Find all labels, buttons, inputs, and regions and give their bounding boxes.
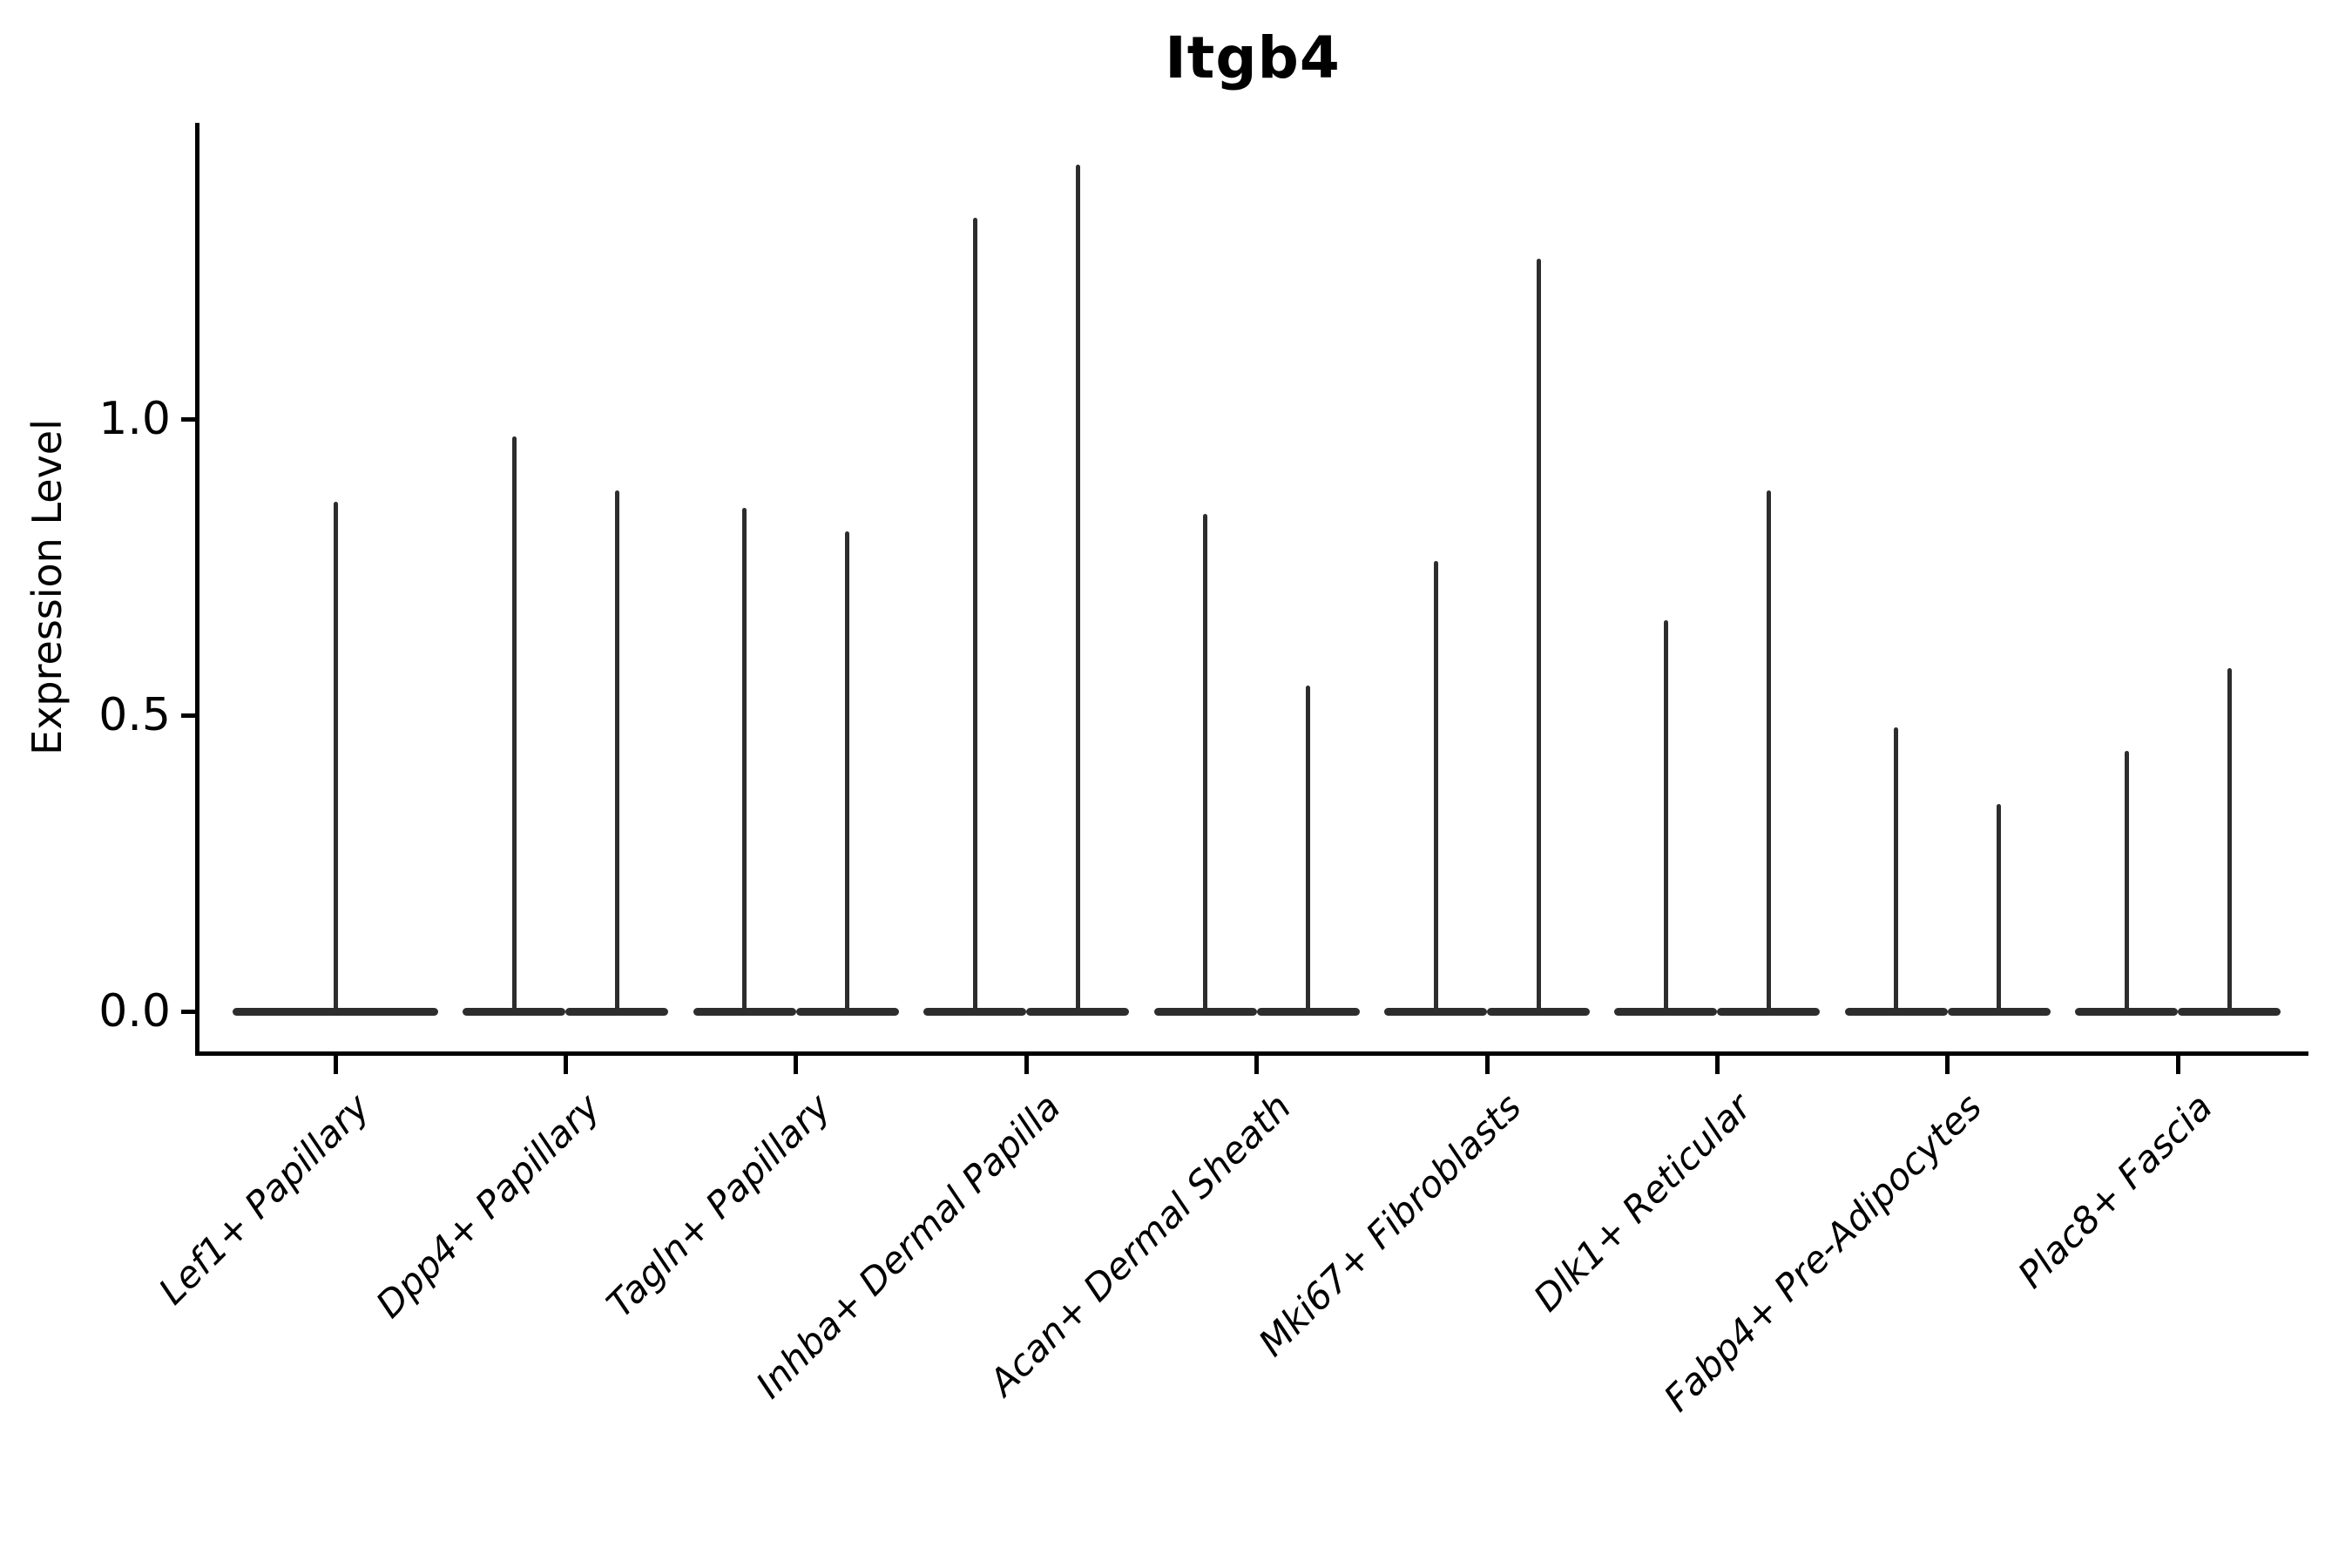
violin-body-5-1 bbox=[1487, 1007, 1590, 1016]
violin-spike-6-1 bbox=[1766, 490, 1771, 1011]
violin-body-7-1 bbox=[1947, 1007, 2051, 1016]
x-tick-7 bbox=[1945, 1055, 1950, 1074]
x-tick-label-8: Plac8+ Fascia bbox=[2009, 1085, 2220, 1297]
violin-spike-3-0 bbox=[972, 217, 977, 1011]
violin-body-1-0 bbox=[463, 1007, 566, 1016]
violin-body-5-0 bbox=[1384, 1007, 1487, 1016]
x-tick-label-6: Dlk1+ Reticular bbox=[1525, 1085, 1761, 1320]
y-tick-label-0.5: 0.5 bbox=[98, 689, 171, 741]
x-tick-label-0: Lef1+ Papillary bbox=[150, 1085, 378, 1313]
violin-spike-1-0 bbox=[511, 436, 517, 1011]
x-tick-label-2: Tagln+ Papillary bbox=[598, 1085, 839, 1326]
x-tick-2 bbox=[794, 1055, 799, 1074]
violin-spike-8-0 bbox=[2124, 750, 2129, 1011]
y-tick-1.0 bbox=[180, 416, 195, 422]
y-axis-spine bbox=[194, 123, 199, 1056]
x-tick-8 bbox=[2175, 1055, 2180, 1074]
x-axis-spine bbox=[194, 1051, 2308, 1056]
violin-spike-7-1 bbox=[1997, 804, 2002, 1011]
x-tick-4 bbox=[1254, 1055, 1260, 1074]
x-tick-0 bbox=[333, 1055, 338, 1074]
violin-body-3-0 bbox=[923, 1007, 1027, 1016]
x-tick-label-5: Mki67+ Fibroblasts bbox=[1250, 1085, 1530, 1365]
violin-body-2-1 bbox=[795, 1007, 899, 1016]
x-tick-label-1: Dpp4+ Papillary bbox=[367, 1085, 609, 1327]
violin-body-0-0 bbox=[233, 1007, 438, 1016]
violin-body-4-0 bbox=[1153, 1007, 1257, 1016]
violin-body-1-1 bbox=[565, 1007, 669, 1016]
violin-body-4-1 bbox=[1256, 1007, 1360, 1016]
chart-title: Itgb4 bbox=[1165, 24, 1341, 91]
x-tick-3 bbox=[1024, 1055, 1029, 1074]
x-tick-5 bbox=[1484, 1055, 1490, 1074]
violin-spike-8-1 bbox=[2227, 667, 2232, 1011]
violin-body-6-0 bbox=[1614, 1007, 1718, 1016]
x-tick-1 bbox=[563, 1055, 568, 1074]
violin-spike-5-1 bbox=[1536, 259, 1541, 1011]
violin-body-6-1 bbox=[1717, 1007, 1821, 1016]
violin-spike-2-1 bbox=[845, 531, 850, 1011]
violin-spike-6-0 bbox=[1663, 620, 1668, 1011]
y-tick-label-1.0: 1.0 bbox=[98, 393, 171, 445]
violin-body-8-0 bbox=[2075, 1007, 2179, 1016]
violin-spike-4-1 bbox=[1306, 686, 1311, 1011]
y-tick-0.5 bbox=[180, 713, 195, 718]
violin-spike-3-1 bbox=[1075, 164, 1080, 1011]
y-tick-label-0.0: 0.0 bbox=[98, 985, 171, 1037]
violin-spike-0-0 bbox=[333, 502, 338, 1011]
violin-spike-1-1 bbox=[614, 490, 619, 1011]
y-axis-title: Expression Level bbox=[24, 419, 71, 755]
violin-spike-4-0 bbox=[1203, 513, 1208, 1011]
x-tick-6 bbox=[1714, 1055, 1720, 1074]
violin-body-2-0 bbox=[693, 1007, 796, 1016]
violin-body-3-1 bbox=[1026, 1007, 1130, 1016]
violin-spike-7-0 bbox=[1894, 727, 1899, 1011]
violin-body-8-1 bbox=[2178, 1007, 2281, 1016]
violin-body-7-0 bbox=[1844, 1007, 1948, 1016]
y-tick-0.0 bbox=[180, 1009, 195, 1014]
violin-spike-2-0 bbox=[742, 508, 747, 1011]
violin-spike-5-0 bbox=[1433, 561, 1438, 1011]
